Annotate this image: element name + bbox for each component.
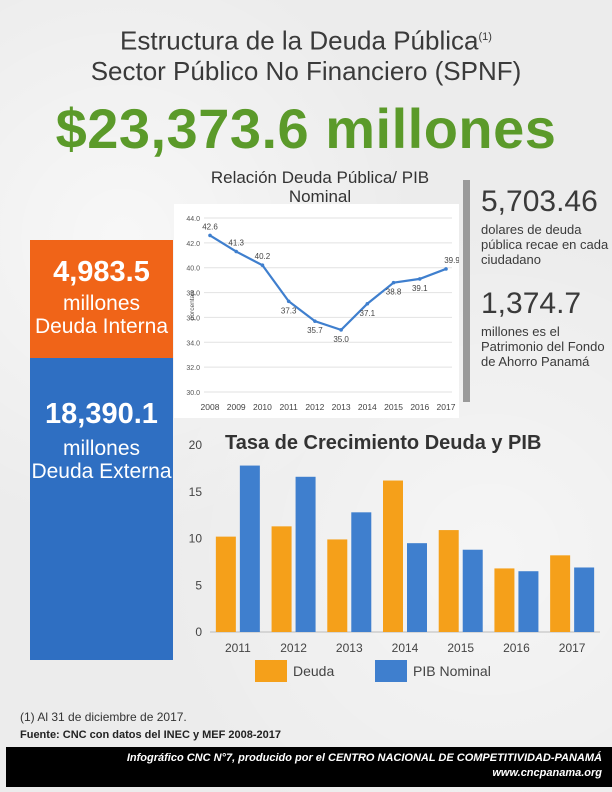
growth-x-tick: 2014 bbox=[392, 641, 419, 655]
ratio-data-label: 39.9 bbox=[444, 256, 459, 265]
per-capita-text: dolares de deuda pública recae en cada c… bbox=[481, 222, 609, 267]
ratio-point bbox=[391, 280, 396, 285]
growth-y-tick: 20 bbox=[189, 438, 203, 452]
ratio-x-tick: 2014 bbox=[358, 402, 377, 412]
ratio-y-tick: 38.0 bbox=[186, 291, 200, 298]
ratio-series-line bbox=[209, 234, 447, 332]
growth-legend-label: Deuda bbox=[293, 663, 334, 679]
growth-bar-deuda bbox=[550, 555, 571, 632]
growth-bar-deuda bbox=[438, 530, 459, 632]
growth-bar-deuda bbox=[494, 568, 515, 632]
ratio-point bbox=[208, 233, 212, 238]
growth-bar-deuda bbox=[215, 536, 236, 632]
ratio-x-tick: 2013 bbox=[332, 402, 351, 412]
growth-bar-pib bbox=[407, 543, 427, 632]
title-footnote-marker: (1) bbox=[478, 31, 492, 43]
ratio-y-tick: 32.0 bbox=[186, 365, 200, 372]
ratio-point bbox=[417, 277, 422, 281]
ratio-point bbox=[339, 328, 343, 332]
external-debt-label: millones Deuda Externa bbox=[31, 437, 172, 483]
ratio-data-label: 35.7 bbox=[307, 326, 323, 335]
growth-bar-pib bbox=[295, 476, 316, 632]
growth-chart-panel: 20 15 10 5 0 2011 2012 2013 2014 2015 2016 2017 Deud… bbox=[175, 430, 605, 690]
ratio-chart-title: Relación Deuda Pública/ PIB Nominal bbox=[210, 168, 430, 206]
ratio-point bbox=[260, 263, 265, 268]
ratio-point bbox=[313, 319, 317, 323]
title-line-2: Sector Público No Financiero (SPNF) bbox=[90, 55, 522, 86]
page-title: Estructura de la Deuda Pública(1) Sector… bbox=[0, 22, 612, 86]
growth-x-tick: 2016 bbox=[503, 641, 530, 655]
growth-x-tick: 2011 bbox=[225, 641, 251, 655]
per-capita-stat: 5,703.46 dolares de deuda pública recae … bbox=[481, 185, 611, 268]
ratio-x-tick: 2011 bbox=[280, 402, 299, 412]
fund-text: millones es el Patrimonio del Fondo de A… bbox=[481, 324, 605, 369]
ratio-x-tick: 2016 bbox=[410, 402, 429, 412]
ratio-y-tick: 40.0 bbox=[186, 266, 200, 273]
ratio-chart-panel: 44.0 42.0 40.0 38.0 36.0 34.0 32.0 30.0 porcenta… bbox=[174, 204, 460, 418]
divider-bar bbox=[463, 180, 470, 402]
ratio-y-tick: 44.0 bbox=[186, 216, 200, 223]
growth-legend-swatch bbox=[255, 660, 287, 682]
ratio-data-label: 38.8 bbox=[386, 288, 402, 297]
internal-debt-box: 4,983.5 millones Deuda Interna bbox=[30, 240, 173, 358]
growth-y-tick: 5 bbox=[195, 578, 202, 592]
growth-bar-pib bbox=[239, 465, 260, 632]
ratio-data-label: 37.1 bbox=[360, 309, 376, 318]
growth-legend-label: PIB Nominal bbox=[413, 663, 491, 679]
internal-debt-label: millones Deuda Interna bbox=[34, 292, 169, 338]
growth-y-tick: 10 bbox=[189, 532, 203, 546]
footnote: (1) Al 31 de diciembre de 2017. bbox=[20, 710, 187, 724]
fund-stat: 1,374.7 millones es el Patrimonio del Fo… bbox=[481, 287, 611, 370]
footer-credit: Infográfico CNC N°7, producido por el CE… bbox=[126, 752, 602, 764]
growth-legend-swatch bbox=[375, 660, 407, 682]
ratio-data-label: 41.3 bbox=[228, 239, 244, 248]
growth-y-tick: 0 bbox=[195, 625, 202, 639]
fund-value: 1,374.7 bbox=[481, 287, 582, 320]
ratio-point bbox=[444, 267, 448, 271]
ratio-point bbox=[286, 299, 291, 304]
growth-bar-deuda bbox=[383, 480, 403, 632]
total-debt: $23,373.6 millones bbox=[55, 97, 557, 160]
ratio-data-label: 42.6 bbox=[202, 222, 218, 231]
ratio-point bbox=[365, 301, 370, 306]
ratio-point bbox=[234, 249, 239, 254]
external-debt-box: 18,390.1 millones Deuda Externa bbox=[30, 358, 173, 660]
ratio-x-tick: 2009 bbox=[227, 402, 246, 412]
growth-bar-pib bbox=[574, 567, 595, 632]
ratio-y-tick: 30.0 bbox=[186, 390, 200, 397]
ratio-data-label: 35.0 bbox=[333, 335, 349, 344]
growth-bar-deuda bbox=[327, 539, 348, 632]
per-capita-value: 5,703.46 bbox=[481, 185, 598, 218]
growth-x-tick: 2012 bbox=[280, 641, 307, 655]
growth-bar-deuda bbox=[271, 526, 292, 632]
ratio-y-tick: 42.0 bbox=[186, 241, 200, 248]
ratio-x-tick: 2017 bbox=[437, 402, 456, 412]
ratio-data-label: 40.2 bbox=[255, 252, 271, 261]
ratio-x-tick: 2008 bbox=[201, 402, 220, 412]
ratio-chart: 44.0 42.0 40.0 38.0 36.0 34.0 32.0 30.0 porcenta… bbox=[186, 216, 460, 412]
footer-bar: Infográfico CNC N°7, producido por el CE… bbox=[6, 747, 612, 787]
internal-debt-value: 4,983.5 bbox=[53, 256, 150, 288]
source-note: Fuente: CNC con datos del INEC y MEF 200… bbox=[20, 729, 282, 741]
external-debt-value: 18,390.1 bbox=[45, 398, 158, 430]
growth-x-tick: 2017 bbox=[559, 641, 586, 655]
growth-bar-pib bbox=[462, 549, 483, 632]
ratio-data-label: 37.3 bbox=[281, 306, 297, 315]
growth-x-tick: 2013 bbox=[336, 641, 363, 655]
ratio-x-tick: 2010 bbox=[253, 402, 272, 412]
ratio-x-tick: 2015 bbox=[384, 402, 403, 412]
growth-bar-pib bbox=[518, 571, 539, 632]
growth-y-tick: 15 bbox=[189, 485, 203, 499]
ratio-x-tick: 2012 bbox=[305, 402, 324, 412]
ratio-y-tick: 34.0 bbox=[186, 340, 200, 347]
title-line-1: Estructura de la Deuda Pública bbox=[120, 25, 479, 56]
growth-x-tick: 2015 bbox=[447, 641, 474, 655]
ratio-y-tick: 36.0 bbox=[186, 315, 200, 322]
growth-bar-pib bbox=[351, 512, 372, 632]
ratio-data-label: 39.1 bbox=[412, 284, 428, 293]
footer-url[interactable]: www.cncpanama.org bbox=[492, 767, 602, 779]
growth-chart-title: Tasa de Crecimiento Deuda y PIB bbox=[225, 432, 542, 454]
ratio-y-axis-label: porcentaje bbox=[189, 289, 196, 320]
